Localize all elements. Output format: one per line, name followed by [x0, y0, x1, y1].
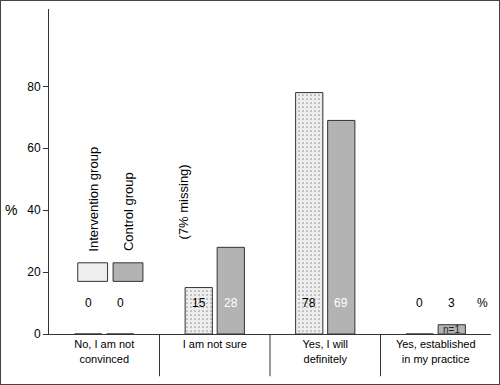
svg-text:40: 40 [27, 203, 41, 217]
svg-text:Control group: Control group [121, 172, 136, 251]
svg-text:(7% missing): (7% missing) [176, 164, 191, 239]
svg-text:0: 0 [416, 296, 423, 310]
svg-text:%: % [5, 202, 17, 218]
svg-text:80: 80 [27, 80, 41, 94]
svg-text:Intervention group: Intervention group [86, 147, 101, 252]
svg-text:No, I am notconvinced: No, I am notconvinced [74, 338, 134, 364]
svg-text:15: 15 [192, 296, 206, 310]
svg-text:0: 0 [34, 327, 41, 341]
svg-text:20: 20 [27, 265, 41, 279]
svg-text:28: 28 [224, 296, 238, 310]
svg-text:60: 60 [27, 141, 41, 155]
svg-text:Yes, I willdefinitely: Yes, I willdefinitely [303, 338, 348, 364]
svg-text:0: 0 [117, 296, 124, 310]
svg-text:n=1: n=1 [443, 324, 460, 335]
svg-text:0: 0 [85, 296, 92, 310]
svg-text:Yes, establishedin my practice: Yes, establishedin my practice [396, 338, 476, 364]
svg-text:78: 78 [302, 296, 316, 310]
svg-text:69: 69 [334, 296, 348, 310]
svg-text:3: 3 [448, 296, 455, 310]
svg-text:I am not sure: I am not sure [183, 338, 247, 350]
svg-text:%: % [477, 296, 488, 310]
